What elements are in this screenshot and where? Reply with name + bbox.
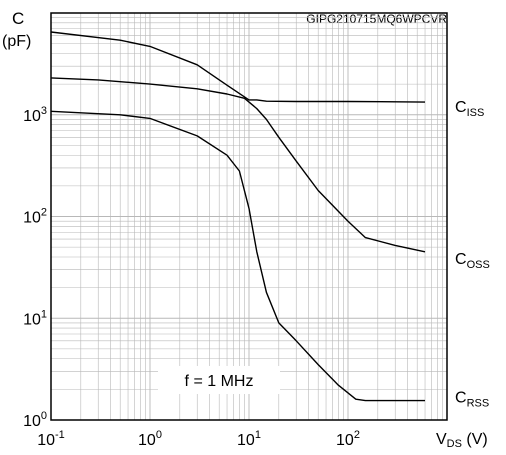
series-line-rss <box>50 110 425 402</box>
series-labels: CISS COSS CRSS <box>455 99 490 409</box>
y-axis-title: C (pF) <box>2 9 31 50</box>
annotation-background <box>158 366 280 394</box>
series-label-iss: CISS <box>455 99 484 119</box>
annotation-box: f = 1 MHz <box>158 366 280 394</box>
y-tick-label: 101 <box>23 308 47 328</box>
x-axis-title: VDS (V) <box>436 431 488 450</box>
grid <box>51 13 447 420</box>
plot-frame <box>50 12 448 421</box>
y-axis-unit: (pF) <box>2 33 31 50</box>
x-axis-label: V <box>436 431 447 448</box>
series-label-oss: COSS <box>455 251 490 271</box>
y-tick-label: 103 <box>23 105 47 125</box>
chart-code-label: GIPG210715MQ6WPCVR <box>306 12 447 26</box>
x-axis-subscript: DS <box>447 438 462 450</box>
series-line-iss <box>50 31 426 103</box>
x-tick-label: 100 <box>138 429 162 449</box>
y-axis-label: C <box>12 9 24 28</box>
series-line-oss <box>50 77 426 253</box>
x-tick-label: 102 <box>336 429 360 449</box>
curves <box>50 31 426 402</box>
x-axis-unit: (V) <box>462 431 488 448</box>
x-tick-label: 101 <box>237 429 261 449</box>
series-label-rss: CRSS <box>455 390 489 410</box>
annotation-text: f = 1 MHz <box>185 373 254 390</box>
x-tick-label: 10-1 <box>37 429 65 449</box>
y-tick-label: 100 <box>23 410 47 430</box>
y-tick-label: 102 <box>23 207 47 227</box>
